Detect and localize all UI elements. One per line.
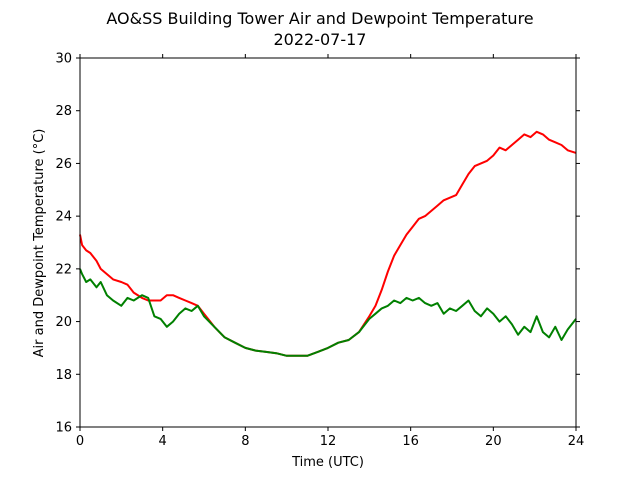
x-tick-label: 20 — [485, 434, 502, 449]
y-tick-label: 28 — [55, 104, 72, 119]
chart-subtitle: 2022-07-17 — [274, 30, 367, 49]
y-tick-label: 20 — [55, 315, 72, 330]
x-tick-label: 0 — [76, 434, 84, 449]
x-axis-label: Time (UTC) — [291, 455, 364, 470]
plot-frame — [79, 57, 577, 428]
y-axis-label: Air and Dewpoint Temperature (°C) — [32, 129, 47, 358]
series-line-2 — [79, 268, 577, 357]
series-line-1 — [79, 130, 577, 357]
y-tick-label: 16 — [55, 421, 72, 436]
y-tick-label: 24 — [55, 210, 72, 225]
y-tick-label: 30 — [55, 52, 72, 67]
y-tick-label: 18 — [55, 368, 72, 383]
y-tick-label: 26 — [55, 157, 72, 172]
x-tick-label: 24 — [568, 434, 585, 449]
x-tick-label: 16 — [402, 434, 419, 449]
series-layer — [79, 130, 577, 357]
x-tick-label: 12 — [320, 434, 337, 449]
y-tick-label: 22 — [55, 262, 72, 277]
y-axis: 16 18 20 22 24 26 28 30 — [55, 52, 580, 436]
x-tick-label: 8 — [241, 434, 249, 449]
x-axis: 0 4 8 12 16 20 24 — [76, 54, 584, 449]
x-tick-label: 4 — [159, 434, 167, 449]
chart-title: AO&SS Building Tower Air and Dewpoint Te… — [106, 9, 533, 28]
